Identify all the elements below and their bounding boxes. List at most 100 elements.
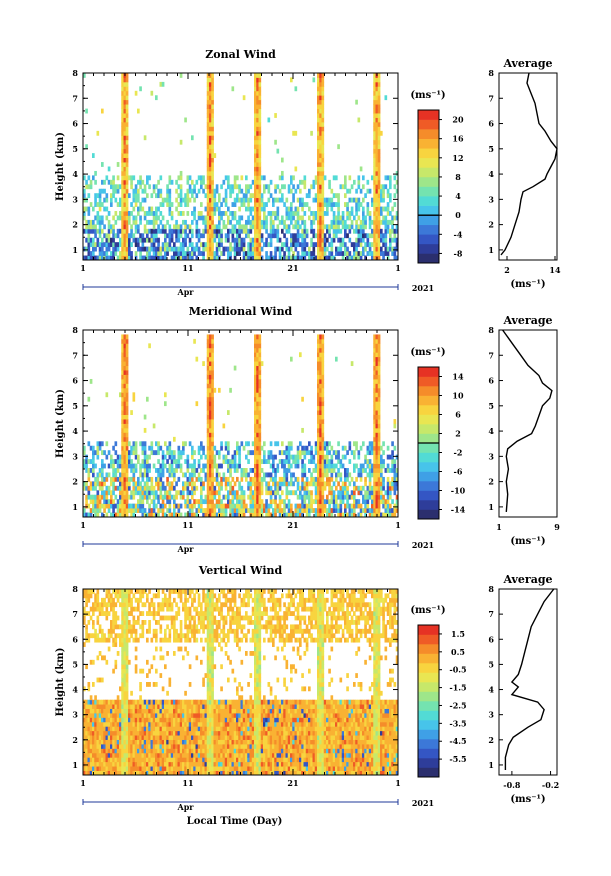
heatmap-cell bbox=[128, 463, 131, 469]
heatmap-cell bbox=[341, 211, 345, 216]
heatmap-cell bbox=[85, 481, 88, 487]
heatmap-cell bbox=[242, 499, 246, 505]
heatmap-cell bbox=[125, 503, 129, 509]
heatmap-cell bbox=[206, 374, 210, 380]
heatmap-cell bbox=[130, 713, 133, 718]
heatmap-cell bbox=[114, 704, 118, 709]
heatmap-cell bbox=[211, 378, 214, 384]
heatmap-cell bbox=[317, 157, 320, 163]
heatmap-cell bbox=[177, 251, 181, 256]
heatmap-cell bbox=[283, 184, 286, 190]
heatmap-cell bbox=[323, 237, 327, 243]
heatmap-cell bbox=[159, 445, 163, 451]
heatmap-cell bbox=[94, 481, 97, 487]
heatmap-cell bbox=[121, 646, 124, 652]
heatmap-cell bbox=[157, 224, 160, 230]
heatmap-cell bbox=[267, 508, 271, 513]
heatmap-cell bbox=[110, 237, 113, 243]
heatmap-cell bbox=[211, 197, 214, 203]
heatmap-cell bbox=[116, 713, 120, 718]
heatmap-cell bbox=[87, 211, 91, 216]
heatmap-cell bbox=[92, 730, 95, 736]
heatmap-cell bbox=[206, 436, 210, 442]
heatmap-cell bbox=[229, 211, 232, 216]
heatmap-cell bbox=[386, 228, 390, 234]
heatmap-cell bbox=[267, 211, 271, 216]
heatmap-cell bbox=[236, 463, 239, 469]
heatmap-cell bbox=[382, 512, 385, 518]
heatmap-cell bbox=[267, 255, 271, 261]
heatmap-cell bbox=[146, 219, 149, 225]
heatmap-cell bbox=[155, 219, 158, 225]
heatmap-cell bbox=[310, 255, 313, 261]
heatmap-cell bbox=[94, 739, 97, 745]
heatmap-cell bbox=[130, 233, 133, 239]
heatmap-cell bbox=[193, 485, 196, 491]
heatmap-cell bbox=[89, 708, 93, 714]
heatmap-cell bbox=[272, 454, 275, 460]
heatmap-cell bbox=[330, 490, 334, 496]
heatmap-cell bbox=[101, 219, 104, 225]
heatmap-cell bbox=[209, 81, 212, 87]
heatmap-cell bbox=[200, 215, 203, 221]
heatmap-cell bbox=[317, 148, 320, 154]
heatmap-cell bbox=[148, 512, 151, 518]
heatmap-cell bbox=[85, 499, 88, 505]
heatmap-cell bbox=[276, 485, 280, 491]
heatmap-cell bbox=[110, 193, 113, 199]
heatmap-cell bbox=[195, 193, 199, 199]
heatmap-cell bbox=[186, 246, 190, 252]
heatmap-cell bbox=[267, 490, 271, 496]
heatmap-cell bbox=[128, 761, 131, 767]
heatmap-cell bbox=[119, 215, 122, 221]
heatmap-cell bbox=[245, 251, 248, 256]
heatmap-cell bbox=[107, 744, 111, 749]
heatmap-cell bbox=[211, 508, 214, 513]
heatmap-cell bbox=[184, 255, 187, 261]
heatmap-cell bbox=[287, 228, 291, 234]
heatmap-cell bbox=[213, 485, 217, 491]
heatmap-cell bbox=[209, 374, 212, 380]
heatmap-cell bbox=[242, 193, 246, 199]
heatmap-cell bbox=[125, 436, 129, 442]
heatmap-cell bbox=[206, 251, 210, 256]
heatmap-cell bbox=[350, 211, 354, 216]
heatmap-cell bbox=[209, 130, 212, 136]
heatmap-cell bbox=[200, 175, 203, 181]
heatmap-cell bbox=[294, 512, 298, 518]
heatmap-cell bbox=[321, 184, 325, 190]
heatmap-cell bbox=[350, 242, 354, 248]
heatmap-cell bbox=[319, 251, 322, 256]
heatmap-cell bbox=[229, 188, 232, 194]
heatmap-cell bbox=[353, 485, 356, 491]
heatmap-cell bbox=[366, 242, 370, 248]
heatmap-cell bbox=[105, 499, 109, 505]
heatmap-cell bbox=[211, 121, 214, 127]
average-x-tick-label: 9 bbox=[554, 522, 560, 532]
heatmap-cell bbox=[98, 704, 102, 709]
heatmap-cell bbox=[98, 251, 102, 256]
heatmap-cell bbox=[224, 476, 228, 482]
heatmap-cell bbox=[134, 445, 138, 451]
chart-title: Meridional Wind bbox=[189, 305, 293, 318]
heatmap-cell bbox=[260, 476, 264, 482]
heatmap-cell bbox=[256, 361, 259, 367]
heatmap-cell bbox=[317, 255, 320, 261]
heatmap-cell bbox=[377, 503, 381, 509]
heatmap-cell bbox=[188, 228, 192, 234]
heatmap-cell bbox=[121, 153, 124, 158]
heatmap-cell bbox=[211, 135, 214, 141]
heatmap-cell bbox=[121, 611, 124, 616]
heatmap-cell bbox=[220, 251, 223, 256]
heatmap-cell bbox=[166, 251, 169, 256]
heatmap-cell bbox=[377, 441, 381, 447]
heatmap-cell bbox=[366, 179, 370, 185]
heatmap-cell bbox=[85, 628, 88, 634]
heatmap-cell bbox=[319, 202, 322, 207]
heatmap-cell bbox=[386, 188, 390, 194]
heatmap-cell bbox=[116, 255, 120, 261]
heatmap-cell bbox=[391, 485, 394, 491]
heatmap-cell bbox=[98, 233, 102, 239]
heatmap-cell bbox=[395, 188, 399, 194]
heatmap-cell bbox=[105, 713, 109, 718]
